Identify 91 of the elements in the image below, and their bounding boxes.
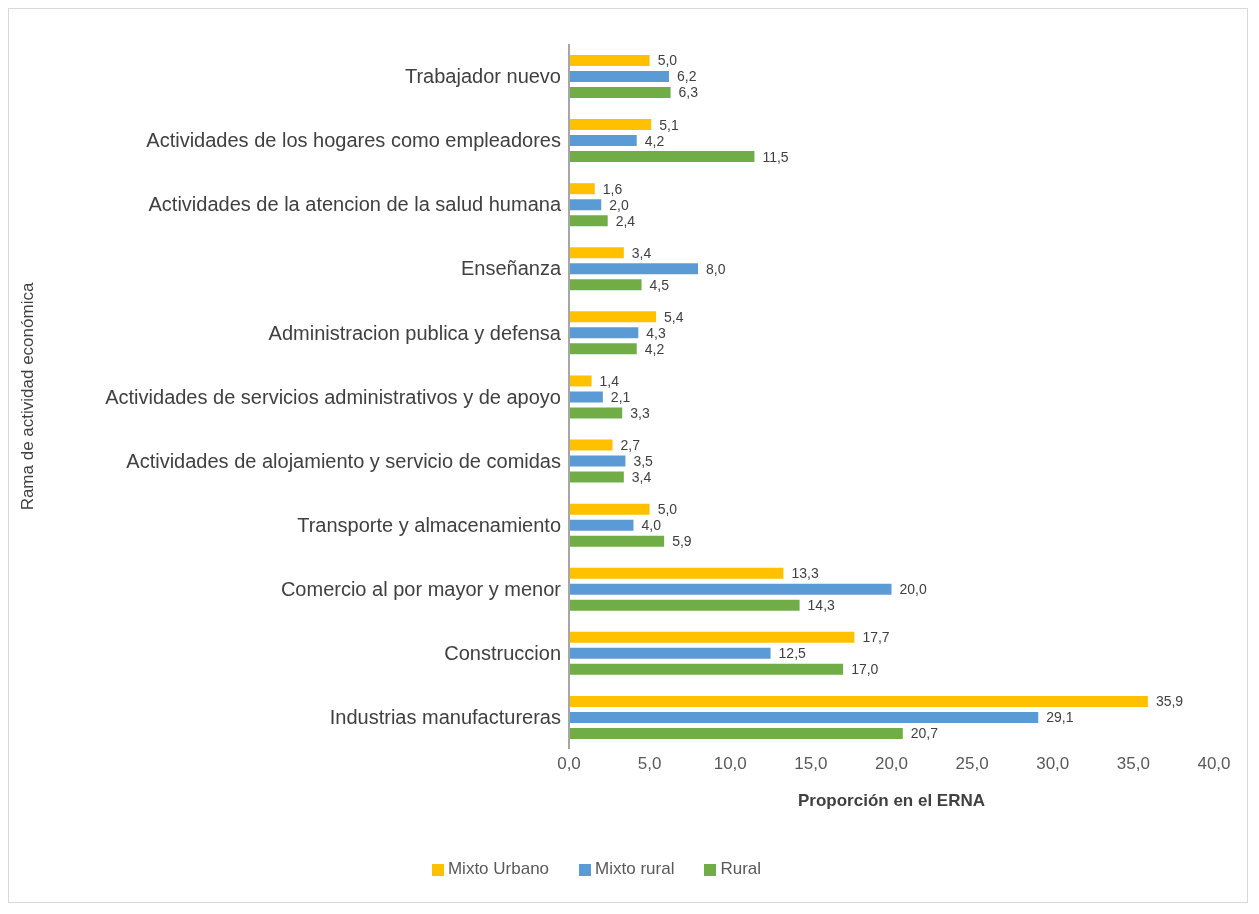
bar <box>569 119 652 131</box>
bar <box>569 263 698 275</box>
data-label: 35,9 <box>1155 693 1184 710</box>
bar <box>569 535 665 547</box>
data-label: 8,0 <box>706 260 726 277</box>
data-label: 29,1 <box>1046 709 1074 726</box>
y-tick-label: Industrias manufactureras <box>329 706 561 729</box>
bar <box>569 631 855 643</box>
y-tick-label: Comercio al por mayor y menor <box>280 577 562 600</box>
x-tick-label: 25,0 <box>955 754 989 774</box>
data-label: 6,2 <box>676 68 697 85</box>
bar <box>569 199 602 211</box>
data-label: 13,3 <box>791 565 819 582</box>
x-tick-label: 15,0 <box>794 754 828 774</box>
data-label: 2,1 <box>610 388 631 405</box>
x-tick-label: 40,0 <box>1197 754 1231 774</box>
bar <box>569 599 800 611</box>
bar <box>569 71 669 82</box>
bar <box>569 711 1039 723</box>
data-label: 3,4 <box>631 469 652 486</box>
bar <box>569 663 844 675</box>
data-label: 20,7 <box>910 725 939 742</box>
data-label: 5,0 <box>657 52 678 69</box>
data-label: 3,3 <box>630 404 650 421</box>
y-axis-title: Rama de actividad económica <box>18 282 38 511</box>
bar <box>569 327 639 339</box>
data-label: 17,7 <box>862 629 890 646</box>
y-tick-label: Actividades de servicios administrativos y de apoyo <box>105 385 561 408</box>
bar <box>569 695 1148 707</box>
legend-label: Mixto rural <box>595 859 675 878</box>
data-label: 2,4 <box>615 212 636 229</box>
data-label: 17,0 <box>851 661 879 678</box>
x-tick-label: 30,0 <box>1036 754 1070 774</box>
data-label: 4,3 <box>646 324 667 341</box>
data-label: 3,5 <box>633 453 654 470</box>
bar <box>569 647 771 659</box>
data-label: 4,2 <box>644 132 665 149</box>
bar <box>569 503 650 515</box>
data-label: 20,0 <box>899 581 927 598</box>
bar <box>569 375 592 387</box>
y-tick-label: Actividades de los hogares como empleadores <box>146 129 561 152</box>
bar <box>569 471 624 483</box>
bar <box>569 87 671 98</box>
x-tick-label: 20,0 <box>874 754 909 774</box>
bar <box>569 55 650 66</box>
bar <box>569 311 657 323</box>
bar <box>569 135 637 147</box>
bar <box>569 519 634 531</box>
data-label: 4,2 <box>644 340 665 357</box>
bar <box>569 455 626 467</box>
x-tick-label: 10,0 <box>713 754 747 774</box>
bar <box>569 183 595 195</box>
bar <box>569 407 623 419</box>
data-label: 1,4 <box>599 372 620 389</box>
bar <box>569 567 784 579</box>
data-label: 4,5 <box>649 276 670 293</box>
legend-label: Rural <box>720 859 762 878</box>
data-label: 3,4 <box>631 244 652 261</box>
data-label: 5,0 <box>657 501 678 518</box>
y-tick-label: Transporte y almacenamiento <box>297 513 561 536</box>
x-axis-title: Proporción en el ERNA <box>797 791 986 811</box>
data-label: 5,1 <box>659 116 679 133</box>
y-tick-label: Trabajador nuevo <box>404 65 561 88</box>
legend-label: Mixto Urbano <box>447 859 550 878</box>
bar <box>569 215 608 227</box>
bar <box>569 583 892 595</box>
bar <box>569 151 755 163</box>
y-tick-label: Actividades de alojamiento y servicio de comidas <box>126 449 561 472</box>
y-tick-label: Administracion publica y defensa <box>268 321 562 344</box>
data-label: 12,5 <box>778 645 807 662</box>
bar <box>569 247 624 259</box>
data-label: 5,4 <box>664 308 684 325</box>
y-tick-label: Actividades de la atencion de la salud humana <box>148 193 562 216</box>
y-tick-label: Construccion <box>444 641 561 664</box>
data-label: 1,6 <box>602 180 623 197</box>
bar <box>569 343 637 355</box>
bar <box>569 727 903 739</box>
data-label: 2,7 <box>620 437 641 454</box>
x-tick-label: 35,0 <box>1116 754 1150 774</box>
bar <box>569 279 642 291</box>
bar <box>569 391 603 403</box>
data-label: 14,3 <box>807 597 836 614</box>
x-tick-label: 0,0 <box>557 754 581 774</box>
bar <box>569 439 613 451</box>
data-label: 6,3 <box>678 84 699 101</box>
y-tick-label: Enseñanza <box>460 257 562 280</box>
data-label: 5,9 <box>672 533 692 550</box>
data-label: 4,0 <box>641 517 662 534</box>
data-label: 2,0 <box>609 196 629 213</box>
x-tick-label: 5,0 <box>637 754 662 774</box>
data-label: 11,5 <box>762 148 789 165</box>
